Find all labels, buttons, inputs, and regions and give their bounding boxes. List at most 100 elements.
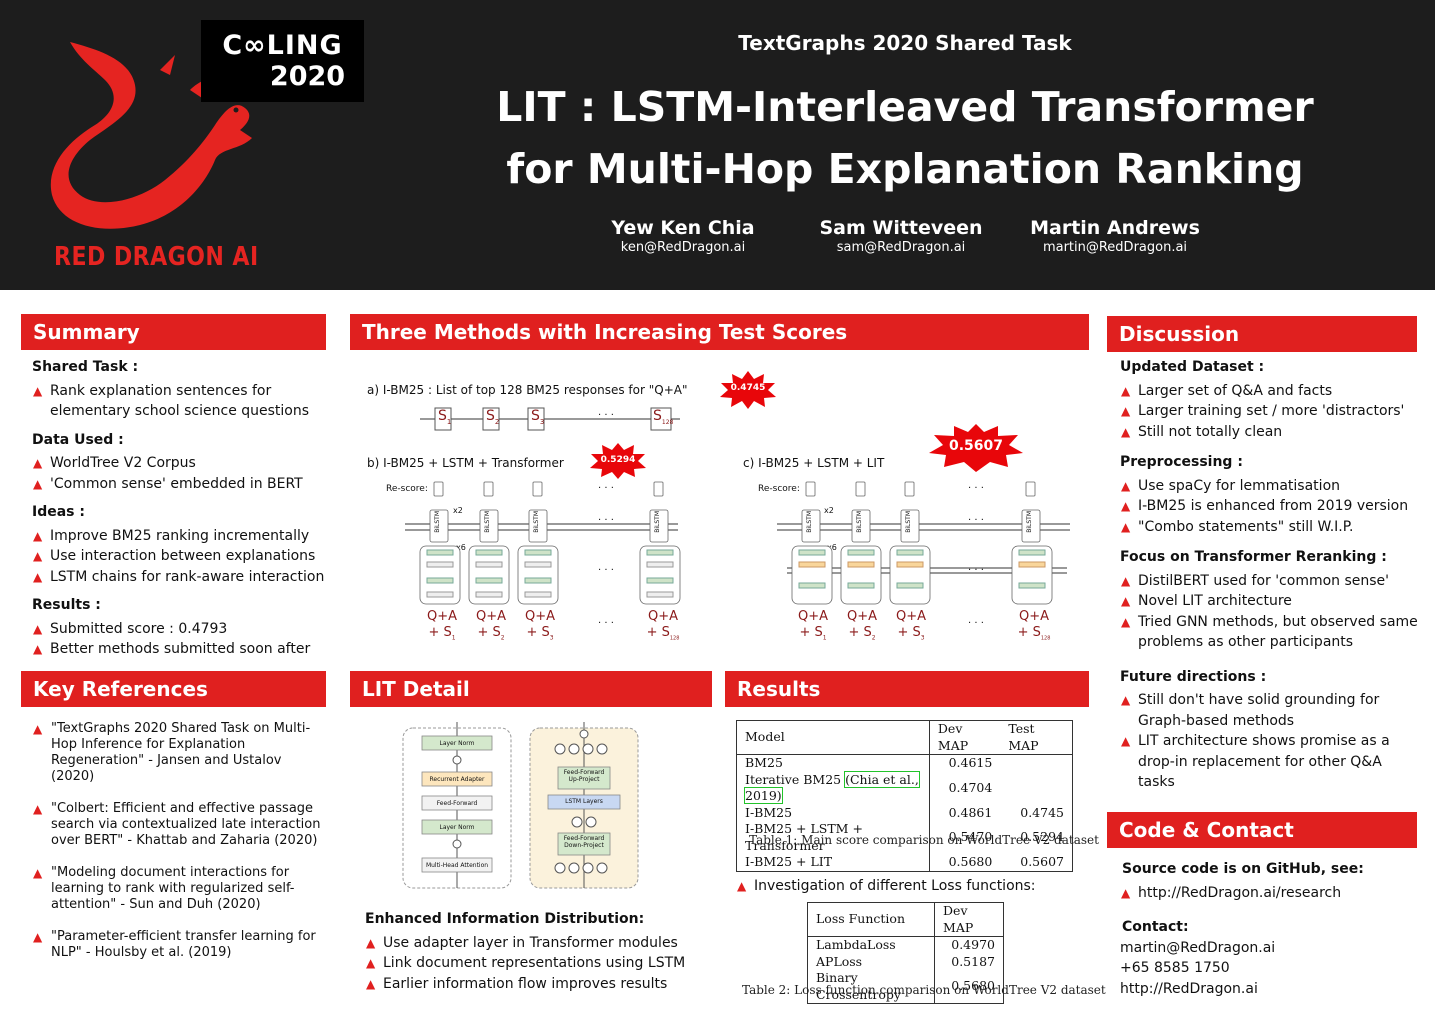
qa-label: Q+A + S2 (846, 609, 878, 642)
ellipsis: · · · (598, 515, 614, 526)
author-name: Yew Ken Chia (611, 217, 755, 239)
coling-logo-line2: 2020 (269, 61, 346, 92)
qa-label: Q+A + S3 (895, 609, 927, 642)
score-burst-b-icon (590, 443, 646, 479)
lstm-layers-block: LSTM Layers (565, 798, 603, 805)
qa-label: Q+A + S128 (1017, 609, 1051, 642)
source-link[interactable]: http://RedDragon.ai/research (1120, 883, 1420, 904)
lit-detail-body: Enhanced Information Distribution: Use a… (365, 909, 705, 994)
results-heading: Results : (32, 597, 101, 613)
table-header: Loss Function (807, 902, 936, 937)
author-email: ken@RedDragon.ai (620, 240, 746, 255)
author-email: martin@RedDragon.ai (1042, 240, 1188, 255)
data-used-heading: Data Used : (32, 431, 124, 448)
table-row: Binary Crossentropy 0.5680 (807, 970, 1004, 1004)
reference-item: "Modeling document interactions for lear… (32, 865, 322, 913)
list-item: Novel LIT architecture (1120, 591, 1420, 612)
score-burst-c-icon (929, 424, 1023, 472)
table-row: APLoss 0.5187 (807, 953, 1004, 970)
feed-forward-up-block: Feed-Forward Up-Project (563, 769, 605, 783)
enhanced-info-heading: Enhanced Information Distribution: (365, 911, 645, 927)
poster-subtitle: TextGraphs 2020 Shared Task (738, 31, 1072, 55)
qa-label: Q+A + S3 (524, 609, 556, 642)
multi-head-attention-block: Multi-Head Attention (425, 862, 489, 869)
bilstm-label: BiLSTM (654, 511, 661, 533)
bm25-list-diagram (420, 407, 680, 431)
x2-label-b: x2 (453, 506, 463, 515)
s-box-1: S1 (438, 408, 452, 426)
author-1: Yew Ken Chia ken@RedDragon.ai (573, 217, 793, 255)
references-list: "TextGraphs 2020 Shared Task on Multi-Ho… (32, 721, 322, 977)
code-contact-section-header: Code & Contact (1107, 812, 1417, 848)
table-row: I-BM25 + LIT 0.5680 0.5607 (736, 854, 1073, 871)
loss-function-table: Loss Function Dev MAP LambdaLoss 0.4970 … (807, 902, 1004, 1004)
score-burst-a-icon (720, 371, 776, 409)
focus-heading: Focus on Transformer Reranking : (1120, 549, 1387, 565)
table-row: Iterative BM25 (Chia et al., 2019) 0.470… (736, 770, 1073, 805)
qa-label: Q+A + S1 (426, 609, 458, 642)
list-item: Tried GNN methods, but observed same pro… (1120, 612, 1420, 653)
list-item: Larger set of Q&A and facts (1120, 381, 1420, 402)
coling-logo-line1: C∞LING (222, 30, 343, 61)
summary-body: Shared Task : Rank explanation sentences… (32, 357, 332, 660)
x6-label-b: x6 (456, 543, 466, 552)
coling-logo: C∞LING 2020 (201, 20, 364, 102)
list-item: LSTM chains for rank-aware interaction (32, 567, 332, 588)
author-name: Martin Andrews (1030, 217, 1200, 239)
list-item: 'Common sense' embedded in BERT (32, 474, 332, 495)
bilstm-label: BiLSTM (434, 511, 441, 533)
table-header: Dev MAP (943, 903, 974, 935)
preprocessing-heading: Preprocessing : (1120, 454, 1243, 470)
score-b: 0.5294 (600, 455, 636, 465)
key-references-section-header: Key References (21, 671, 326, 707)
poster-header: RED DRAGON AI C∞LING 2020 TextGraphs 202… (0, 0, 1435, 290)
contact-email[interactable]: martin@RedDragon.ai (1120, 939, 1276, 956)
feed-forward-down-block: Feed-Forward Down-Project (563, 835, 605, 849)
score-c: 0.5607 (948, 438, 1004, 454)
list-item: Improve BM25 ranking incrementally (32, 526, 332, 547)
s-box-3: S3 (531, 408, 545, 426)
contact-heading: Contact: (1122, 919, 1189, 935)
lit-architecture-diagram (402, 722, 639, 889)
discussion-section-header: Discussion (1107, 316, 1417, 352)
citation-link[interactable]: (Chia et al., 2019) (744, 770, 920, 804)
reference-item: "Parameter-efficient transfer learning f… (32, 929, 322, 961)
table-row: I-BM25 + LSTM + Transformer 0.5470 0.529… (736, 821, 1073, 854)
discussion-body: Updated Dataset : Larger set of Q&A and … (1120, 357, 1420, 793)
table-header: Model (736, 720, 930, 755)
list-item: LIT architecture shows promise as a drop… (1120, 731, 1420, 793)
layer-norm-block: Layer Norm (439, 740, 475, 747)
list-item: Use adapter layer in Transformer modules (365, 933, 705, 954)
reference-item: "TextGraphs 2020 Shared Task on Multi-Ho… (32, 721, 322, 785)
future-heading: Future directions : (1120, 668, 1267, 685)
reference-item: "Colbert: Efficient and effective passag… (32, 801, 322, 849)
ellipsis: · · · (598, 565, 614, 576)
list-item: Still not totally clean (1120, 422, 1420, 443)
contact-body: Source code is on GitHub, see: http://Re… (1120, 859, 1420, 999)
three-methods-section-header: Three Methods with Increasing Test Score… (350, 314, 1089, 350)
qa-label: Q+A + S2 (475, 609, 507, 642)
rescore-label-c: Re-score: (758, 484, 800, 494)
list-item: DistilBERT used for 'common sense' (1120, 571, 1420, 592)
method-c-label: c) I-BM25 + LSTM + LIT (743, 456, 885, 470)
ellipsis: · · · (598, 410, 614, 421)
contact-phone: +65 8585 1750 (1120, 960, 1230, 976)
ellipsis: · · · (598, 618, 614, 629)
main-score-table: Model Dev MAP Test MAP BM25 0.4615 Itera… (736, 720, 1073, 872)
s-box-2: S2 (486, 408, 500, 426)
lstm-lit-diagram (777, 481, 1070, 605)
list-item: Better methods submitted soon after (32, 639, 332, 660)
updated-dataset-heading: Updated Dataset : (1120, 359, 1265, 375)
list-item: Still don't have solid grounding for Gra… (1120, 690, 1420, 731)
x2-label-c: x2 (824, 506, 834, 515)
table-row: I-BM25 0.4861 0.4745 (736, 804, 1073, 821)
x6-label-c: x6 (827, 543, 837, 552)
bilstm-label: BiLSTM (1026, 511, 1033, 533)
list-item: Use interaction between explanations (32, 546, 332, 567)
ellipsis: · · · (968, 483, 984, 494)
lit-detail-section-header: LIT Detail (350, 671, 712, 707)
title-line-2: for Multi-Hop Explanation Ranking (506, 145, 1304, 193)
title-line-1: LIT : LSTM-Interleaved Transformer (496, 83, 1314, 131)
summary-section-header: Summary (21, 314, 326, 350)
contact-website[interactable]: http://RedDragon.ai (1120, 980, 1258, 997)
